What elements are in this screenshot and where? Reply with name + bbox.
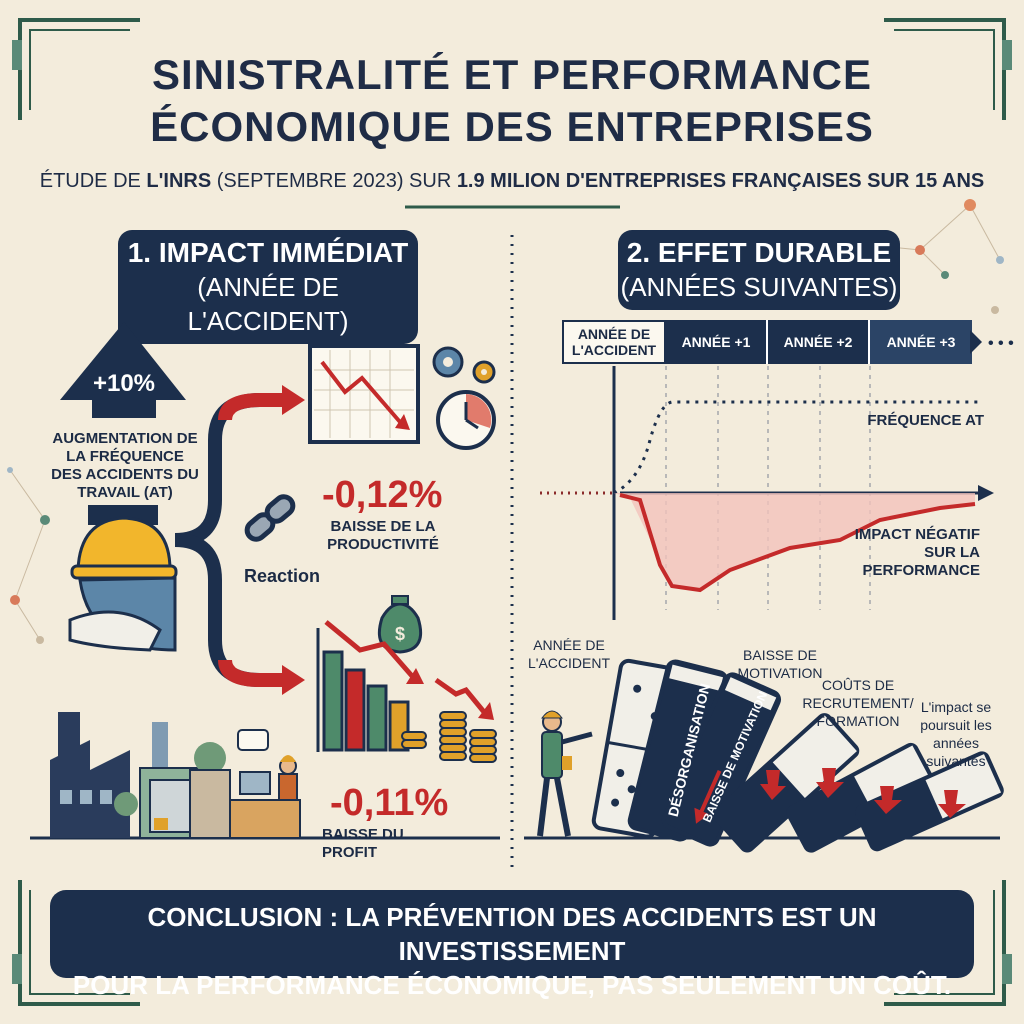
- decline-arrow: [324, 620, 414, 678]
- timeline-year-1: ANNÉE +1: [666, 320, 766, 364]
- performance-curve: [619, 493, 976, 593]
- section1-title: 1. IMPACT IMMÉDIAT: [127, 237, 409, 268]
- worker-pushing-icon: [537, 710, 593, 837]
- page-subtitle: ÉTUDE DE L'INRS (SEPTEMBRE 2023) SUR 1.9…: [0, 170, 1024, 193]
- domino-2: [627, 659, 729, 842]
- domino-5: [786, 742, 936, 853]
- increase-value: +10%: [92, 370, 156, 397]
- profit-label: BAISSE DU PROFIT: [322, 826, 404, 861]
- network-decoration-left: [7, 467, 50, 644]
- subtitle-prefix: ÉTUDE DE: [39, 170, 147, 192]
- decline-arrow-head: [406, 668, 424, 684]
- motivation-label: BAISSE DE MOTIVATION: [737, 647, 823, 681]
- conclusion-banner: CONCLUSION : LA PRÉVENTION DES ACCIDENTS…: [50, 890, 974, 1000]
- decline-arrow-small: [434, 677, 486, 714]
- costs-label: COÛTS DE RECRUTEMENT/ FORMATION: [802, 677, 914, 729]
- page-title-line2: ÉCONOMIQUE DES ENTREPRISES: [150, 103, 874, 150]
- impact-label: IMPACT NÉGATIF SUR LA PERFORMANCE: [854, 526, 980, 579]
- subtitle-count: 1.9 MILION D'ENTREPRISES FRANÇAISES SUR …: [456, 170, 985, 192]
- branch-arrows: [174, 385, 305, 695]
- timeline-bar: ANNÉE DE L'ACCIDENT ANNÉE +1 ANNÉE +2 AN…: [562, 320, 972, 364]
- domino-year-label: ANNÉE DE L'ACCIDENT: [527, 637, 611, 671]
- timeline-year-2: ANNÉE +2: [766, 320, 868, 364]
- section2-header: 2. EFFET DURABLE (ANNÉES SUIVANTES): [618, 230, 900, 310]
- continues-label: L'impact se poursuit les années suivante…: [920, 699, 992, 769]
- section1-subtitle: (ANNÉE DE L'ACCIDENT): [187, 272, 349, 336]
- decline-arrow-small-head: [478, 702, 494, 720]
- productivity-label: BAISSE DE LA PRODUCTIVITÉ: [327, 518, 439, 553]
- conclusion-line2: POUR LA PERFORMANCE ÉCONOMIQUE, PAS SEUL…: [72, 970, 952, 1000]
- broken-chain-icon: [244, 494, 296, 542]
- corner-leaf-decoration: [12, 40, 1012, 984]
- section1-header: 1. IMPACT IMMÉDIAT (ANNÉE DE L'ACCIDENT): [118, 230, 418, 344]
- timeline-continuation-dots: • • •: [988, 335, 1014, 352]
- section2-title: 2. EFFET DURABLE: [626, 237, 892, 268]
- profit-bar-chart-icon: [316, 628, 410, 752]
- svg-text:$: $: [395, 624, 405, 644]
- subtitle-mid: (SEPTEMBRE 2023) SUR: [211, 170, 457, 192]
- page-title: SINISTRALITÉ ET PERFORMANCE: [151, 51, 873, 98]
- domino-4: [712, 713, 860, 853]
- timeline-year-3: ANNÉE +3: [868, 320, 972, 364]
- corner-frame-decoration: [18, 18, 1006, 1006]
- clock-icon: [436, 390, 496, 450]
- chart-x-axis-arrow: [978, 485, 994, 501]
- profit-value: -0,11%: [330, 782, 449, 824]
- timeline-arrow-tip: [970, 330, 982, 354]
- domino-3: [661, 672, 782, 847]
- gear-icon: [432, 346, 496, 384]
- factory-scene-icon: [30, 712, 500, 840]
- productivity-chart-icon: [308, 344, 420, 444]
- up-arrow-icon: [60, 322, 186, 418]
- timeline-year-0: ANNÉE DE L'ACCIDENT: [562, 320, 666, 364]
- domino-6: [855, 751, 1004, 852]
- falling-arrows: [760, 768, 966, 818]
- conclusion-line1: CONCLUSION : LA PRÉVENTION DES ACCIDENTS…: [147, 902, 877, 966]
- accident-increase-label: AUGMENTATION DE LA FRÉQUENCE DES ACCIDEN…: [51, 430, 199, 501]
- coins-icon: [401, 711, 497, 763]
- frequency-label: FRÉQUENCE AT: [867, 412, 984, 429]
- section2-subtitle: (ANNÉES SUIVANTES): [620, 272, 898, 302]
- injured-worker-icon: [68, 505, 178, 652]
- productivity-value: -0,12%: [322, 474, 443, 516]
- reaction-label: Reaction: [244, 566, 321, 586]
- subtitle-inrs: L'INRS: [146, 170, 212, 192]
